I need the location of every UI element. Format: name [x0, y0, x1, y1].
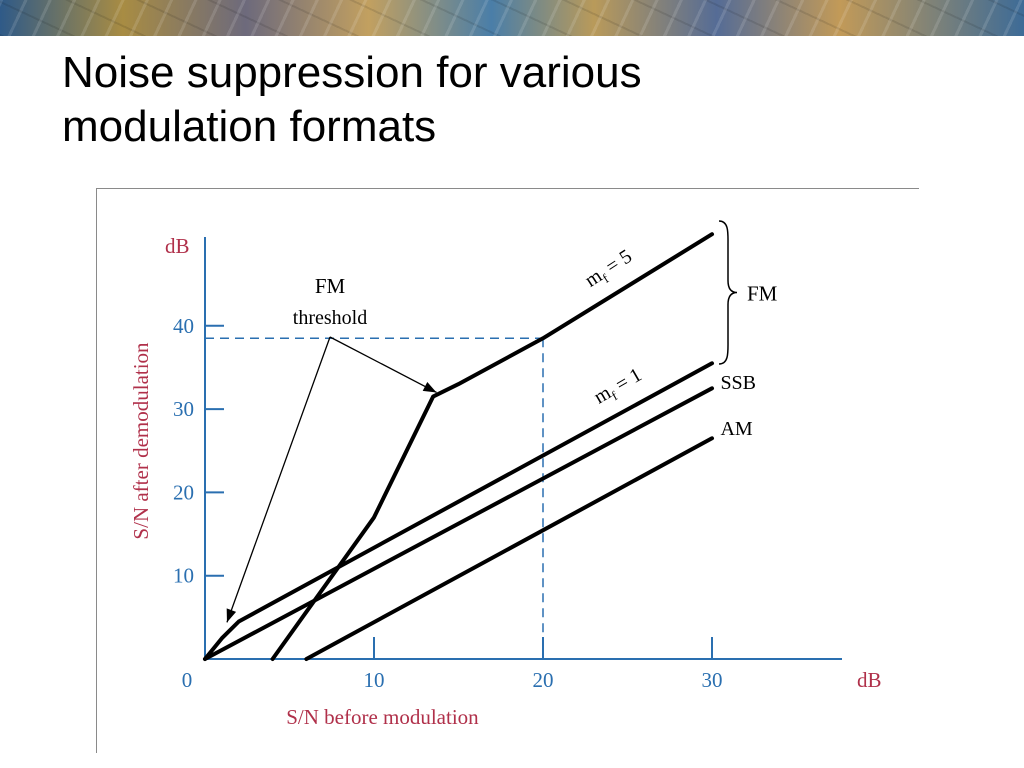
series-line-1	[203, 361, 714, 661]
y-axis-label: S/N after demodulation	[129, 342, 153, 540]
x-tick-label: 20	[533, 668, 554, 692]
axis-ticks: 0 10 20 30 10 20 30 40	[173, 314, 723, 692]
series-group	[203, 232, 714, 661]
series-label-ssb: SSB	[720, 372, 756, 394]
x-tick-label: 10	[364, 668, 385, 692]
threshold-arrow-mf5-head	[422, 382, 437, 393]
slide-title-line1: Noise suppression for various	[62, 48, 642, 97]
series-label-am: AM	[720, 418, 752, 440]
threshold-arrow-mf1	[226, 336, 331, 623]
fm-group-label: FM	[747, 282, 778, 306]
header-banner	[0, 0, 1024, 36]
chart-svg: 0 10 20 30 10 20 30 40 dB dB S/N before modulat…	[129, 220, 882, 729]
chart-figure: 0 10 20 30 10 20 30 40 dB dB S/N before modulat…	[96, 188, 919, 753]
slide-title: Noise suppression for various modulation…	[62, 46, 942, 154]
threshold-label-line1: FM	[315, 274, 346, 298]
y-tick-label: 10	[173, 564, 194, 588]
x-tick-label: 30	[702, 668, 723, 692]
slide-title-line2: modulation formats	[62, 102, 437, 151]
threshold-arrows	[226, 336, 437, 623]
series-line-3	[304, 436, 714, 661]
fm-brace	[718, 220, 738, 365]
x-axis-label: S/N before modulation	[286, 705, 479, 729]
threshold-label-line2: threshold	[293, 307, 367, 329]
threshold-arrow-mf5	[329, 336, 437, 394]
series-line-0	[270, 232, 714, 661]
y-tick-label: 40	[173, 314, 194, 338]
y-tick-label: 20	[173, 480, 194, 504]
series-line-2	[203, 386, 714, 661]
y-tick-label: 30	[173, 397, 194, 421]
x-tick-label: 0	[182, 668, 193, 692]
threshold-arrow-mf1-head	[226, 608, 237, 623]
y-axis-unit: dB	[165, 234, 190, 258]
x-axis-unit: dB	[857, 668, 882, 692]
